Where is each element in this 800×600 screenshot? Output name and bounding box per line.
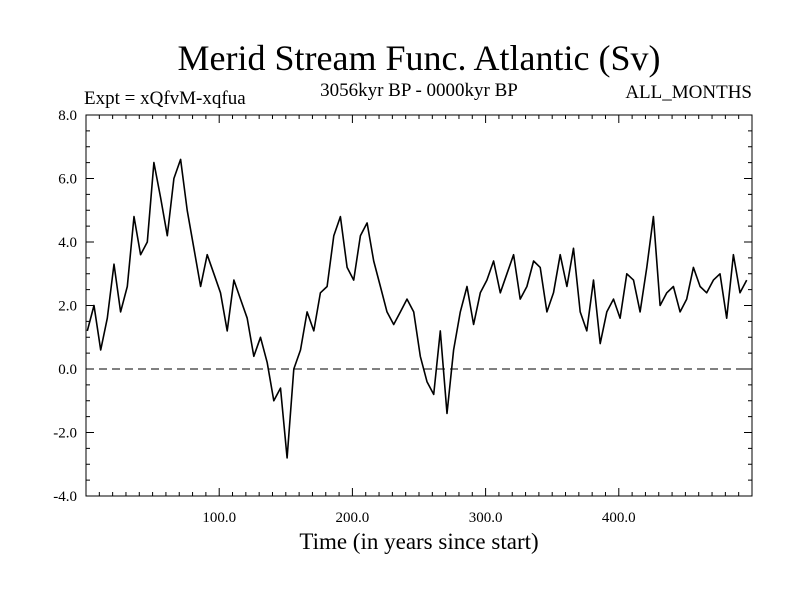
y-tick-label: 4.0: [58, 235, 77, 251]
x-tick-label: 400.0: [602, 510, 636, 526]
y-tick-labels: -4.0 -2.0 0.0 2.0 4.0 6.0 8.0: [53, 108, 77, 505]
y-tick-label: 0.0: [58, 362, 77, 378]
y-tick-label: 2.0: [58, 299, 77, 315]
x-tick-label: 200.0: [336, 510, 370, 526]
y-tick-label: 8.0: [58, 108, 77, 124]
plot-frame: [85, 114, 753, 497]
y-tick-label: 6.0: [58, 172, 77, 188]
axis-ticks: [86, 114, 752, 497]
experiment-label: Expt = xQfvM-xqfua: [84, 88, 246, 109]
series-line: [86, 158, 748, 459]
x-tick-labels: 100.0 200.0 300.0 400.0: [202, 510, 635, 526]
months-label: ALL_MONTHS: [625, 82, 752, 103]
y-tick-label: -2.0: [53, 426, 77, 442]
x-tick-label: 100.0: [202, 510, 236, 526]
y-tick-label: -4.0: [53, 489, 77, 505]
x-tick-label: 300.0: [469, 510, 503, 526]
time-range-label: 3056kyr BP - 0000kyr BP: [320, 80, 518, 101]
chart-title: Merid Stream Func. Atlantic (Sv): [178, 38, 661, 78]
x-axis-label: Time (in years since start): [299, 529, 538, 554]
